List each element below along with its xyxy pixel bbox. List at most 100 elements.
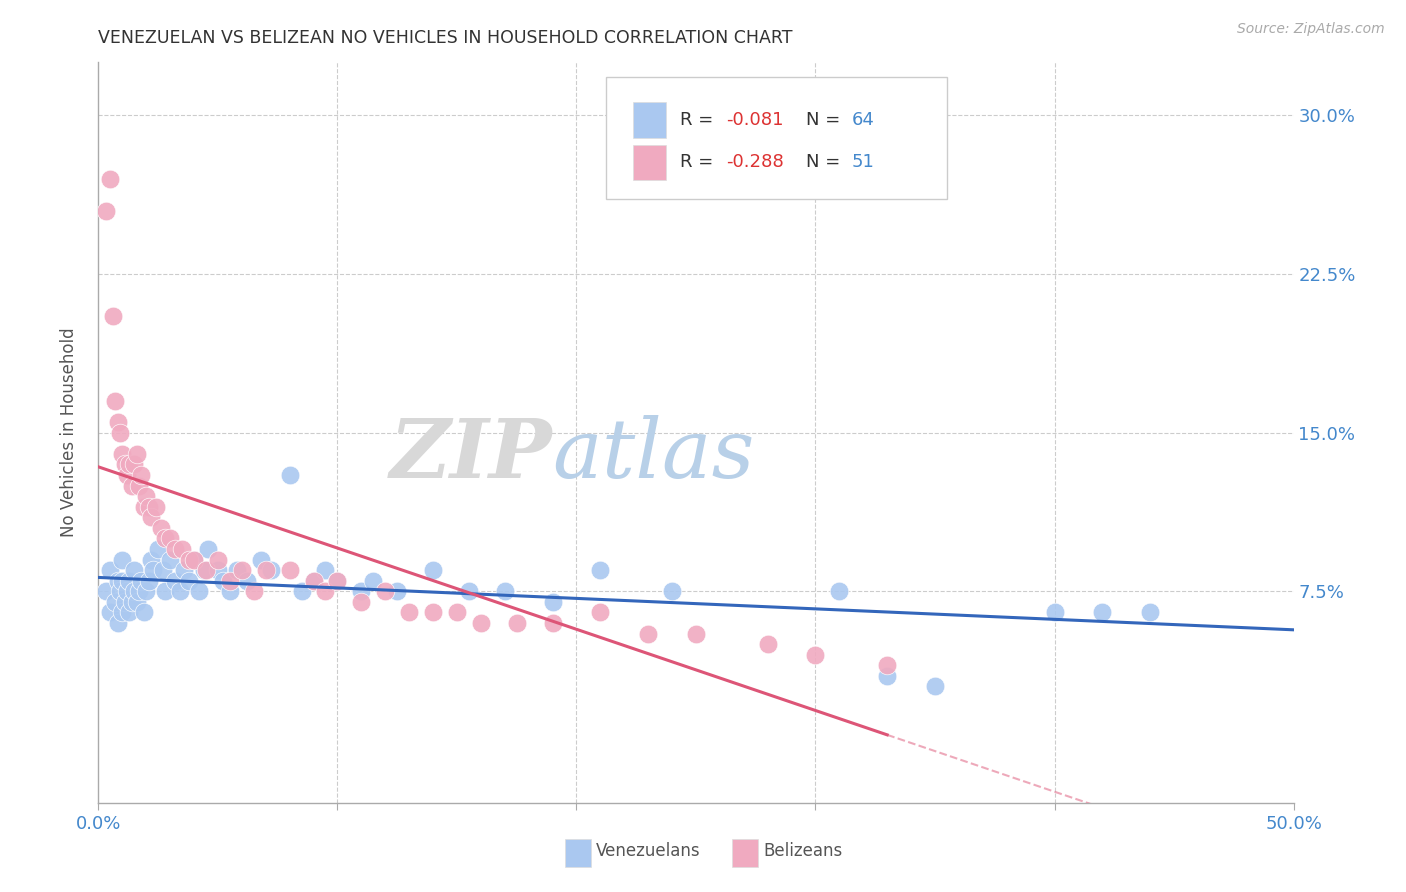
FancyBboxPatch shape (565, 839, 591, 867)
Text: -0.081: -0.081 (725, 112, 783, 129)
Point (1139, 606, 1161, 620)
Point (128, 478, 150, 492)
Point (195, 563, 218, 577)
Point (422, 563, 444, 577)
Point (235, 574, 257, 588)
Point (183, 552, 205, 566)
Point (108, 584, 131, 599)
FancyBboxPatch shape (606, 78, 948, 200)
Point (135, 489, 157, 503)
Point (139, 552, 162, 566)
Point (291, 584, 314, 599)
Point (172, 541, 194, 556)
Point (138, 500, 160, 514)
Point (135, 584, 157, 599)
Text: R =: R = (681, 153, 720, 171)
Point (219, 574, 242, 588)
Point (121, 478, 143, 492)
Point (114, 458, 136, 472)
Point (254, 563, 277, 577)
Point (278, 467, 301, 482)
Point (250, 552, 273, 566)
Point (111, 552, 134, 566)
Point (104, 595, 127, 609)
Point (231, 563, 253, 577)
Point (111, 574, 134, 588)
Point (661, 584, 683, 599)
Point (118, 574, 141, 588)
Text: N =: N = (806, 112, 846, 129)
Point (494, 584, 516, 599)
Point (131, 574, 153, 588)
Point (179, 574, 201, 588)
Point (326, 574, 349, 588)
Point (876, 669, 898, 683)
Point (94, 203, 117, 218)
Point (125, 447, 148, 461)
Text: Source: ZipAtlas.com: Source: ZipAtlas.com (1237, 22, 1385, 37)
Point (470, 615, 492, 630)
Point (350, 595, 373, 609)
Point (924, 680, 946, 694)
Point (259, 563, 281, 577)
Point (121, 595, 143, 609)
Point (207, 563, 229, 577)
Point (506, 615, 529, 630)
Point (637, 626, 659, 640)
Point (138, 574, 160, 588)
Point (145, 500, 167, 514)
Point (173, 563, 195, 577)
Point (187, 584, 209, 599)
Point (118, 606, 141, 620)
Text: -0.288: -0.288 (725, 153, 783, 171)
Point (363, 574, 385, 588)
Point (1043, 606, 1066, 620)
Point (107, 415, 129, 429)
Point (155, 532, 177, 546)
Point (193, 563, 215, 577)
Y-axis label: No Vehicles in Household: No Vehicles in Household (59, 327, 77, 538)
Point (302, 574, 325, 588)
Point (115, 584, 138, 599)
Point (685, 626, 707, 640)
Point (398, 606, 420, 620)
Point (124, 563, 146, 577)
Point (804, 648, 827, 662)
Point (828, 584, 851, 599)
Point (179, 552, 201, 566)
Point (163, 541, 186, 556)
Point (350, 584, 373, 599)
Point (226, 563, 249, 577)
Point (541, 615, 564, 630)
Text: N =: N = (806, 153, 846, 171)
Point (107, 615, 129, 630)
Point (302, 574, 325, 588)
FancyBboxPatch shape (633, 145, 666, 180)
Point (131, 467, 153, 482)
Point (101, 310, 124, 324)
Point (111, 606, 134, 620)
Point (107, 574, 129, 588)
Point (98, 606, 122, 620)
Point (219, 584, 242, 599)
Point (108, 425, 131, 440)
Point (458, 584, 481, 599)
Text: R =: R = (681, 112, 720, 129)
Point (756, 637, 779, 651)
Point (541, 595, 564, 609)
Text: 64: 64 (852, 112, 875, 129)
Point (326, 574, 349, 588)
Point (315, 563, 337, 577)
Point (315, 584, 337, 599)
Text: atlas: atlas (553, 415, 755, 495)
FancyBboxPatch shape (633, 103, 666, 138)
Point (163, 574, 186, 588)
Point (589, 606, 612, 620)
Point (139, 510, 162, 524)
Point (142, 563, 165, 577)
Point (589, 563, 612, 577)
Point (446, 606, 468, 620)
Point (124, 458, 146, 472)
Text: ZIP: ZIP (389, 415, 553, 495)
Point (374, 584, 396, 599)
